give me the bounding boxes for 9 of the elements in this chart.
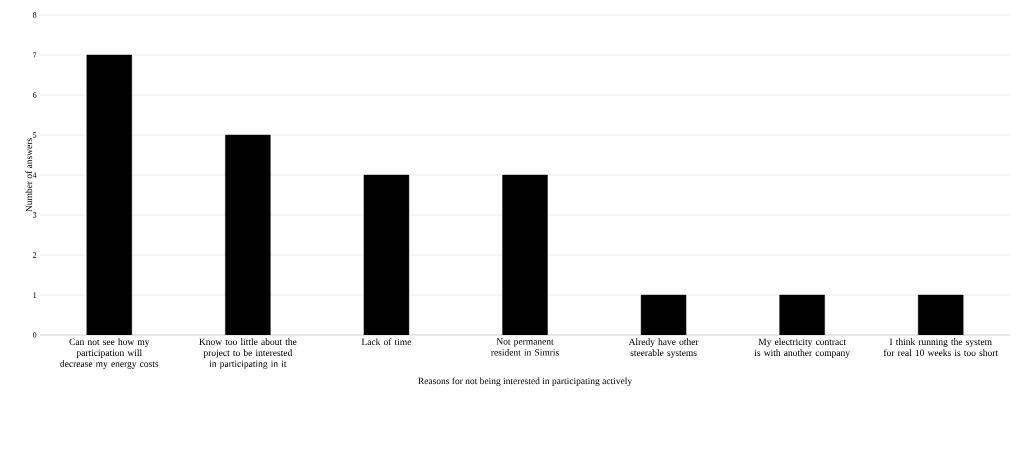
x-tick-label: Can not see how my participation will decrease my energy costs [60,338,159,369]
x-tick-label: Alredy have other steerable systems [628,338,699,358]
x-tick-label: My electricity contract is with another company [754,338,850,358]
y-axis-title: Number of answers [25,138,33,212]
x-tick-label: Not permanent resident in Simris [491,338,559,356]
x-axis-title: Reasons for not being interested in participating actively [418,377,633,387]
x-tick-label: Lack of time [361,338,412,346]
x-tick-label: I think running the system for real 10 weeks is too short [883,338,998,356]
x-tick-label: Know too little about the project to be interested in participating in it [199,338,297,369]
